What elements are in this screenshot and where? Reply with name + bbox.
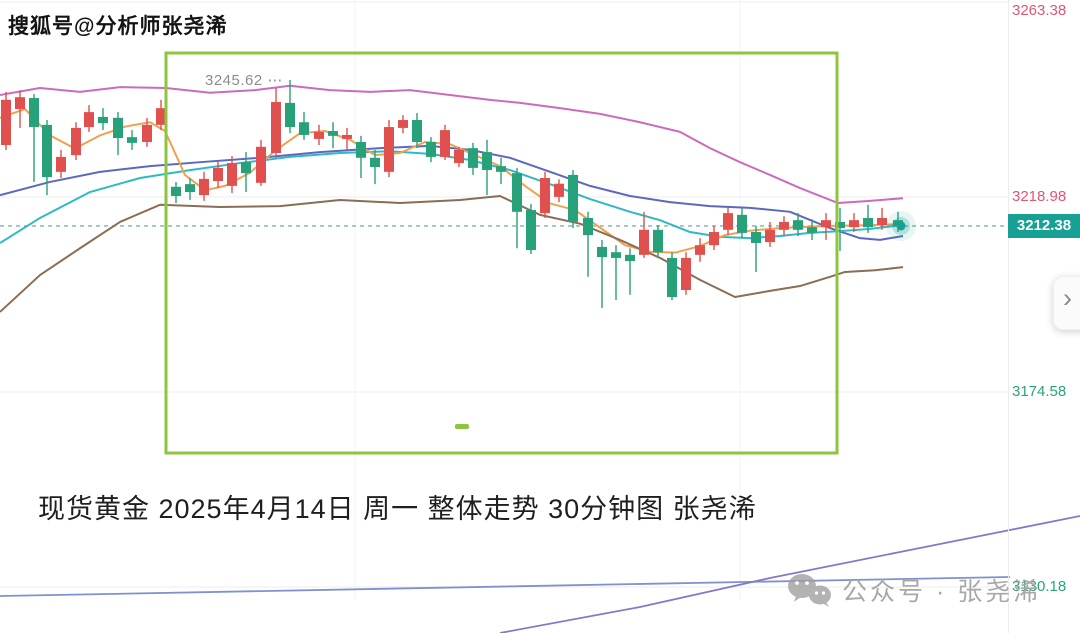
sohu-watermark: 搜狐号@分析师张尧浠 [8, 15, 228, 38]
wechat-brand-label: 公众号 · 张尧浠 [842, 578, 1042, 606]
current-price-badge: 3212.38 [1008, 213, 1080, 238]
price-axis-label: 3174.58 [1012, 382, 1067, 400]
price-axis-label: 3130.18 [1012, 577, 1067, 595]
price-axis-label: 3218.98 [1012, 187, 1067, 205]
price-axis-divider [1008, 0, 1009, 633]
expand-panel-button[interactable]: › [1053, 276, 1080, 330]
chevron-right-icon: › [1063, 283, 1072, 313]
chart-caption: 现货黄金 2025年4月14日 周一 整体走势 30分钟图 张尧浠 [38, 494, 757, 524]
wechat-icon [788, 574, 831, 607]
wechat-brand-watermark: 公众号 · 张尧浠 [786, 572, 1041, 608]
price-axis-label: 3263.38 [1012, 2, 1067, 19]
high-price-annotation: 3245.62 ⋯ [205, 72, 283, 89]
